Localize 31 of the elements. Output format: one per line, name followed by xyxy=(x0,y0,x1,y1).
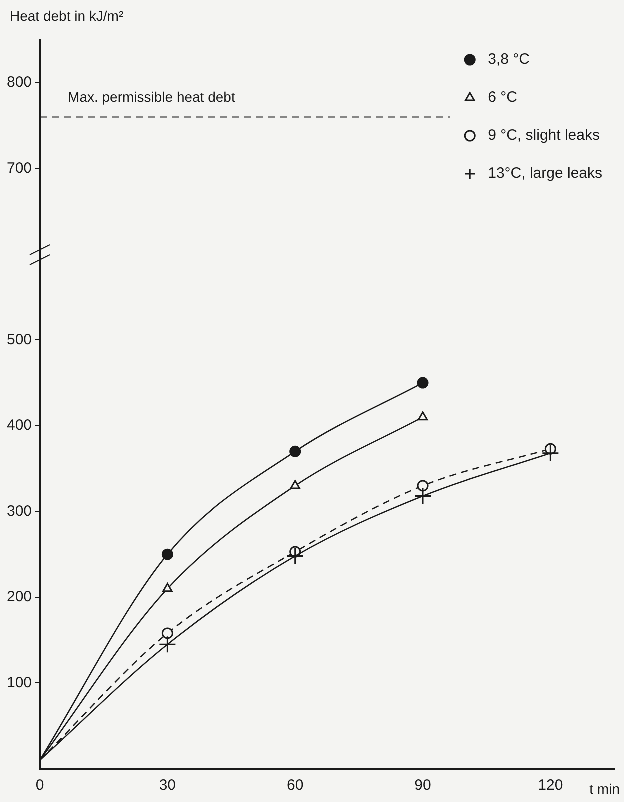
legend-label: 13°C, large leaks xyxy=(488,165,602,182)
legend-label: 3,8 °C xyxy=(488,51,530,68)
x-tick-label: 30 xyxy=(159,777,176,794)
point xyxy=(417,377,429,389)
y-tick-label: 800 xyxy=(6,74,32,92)
point xyxy=(286,548,304,566)
point xyxy=(162,548,174,560)
y-tick-label: 400 xyxy=(6,417,32,434)
point xyxy=(290,446,302,458)
x-axis-title: t min xyxy=(590,780,620,797)
y-tick-label: 300 xyxy=(6,502,32,520)
x-tick-label: 90 xyxy=(414,777,432,794)
y-tick-label: 100 xyxy=(6,674,32,692)
point xyxy=(417,480,429,492)
x-tick-label: 0 xyxy=(36,777,44,794)
ref-line-label: Max. permissible heat debt xyxy=(68,89,236,106)
x-tick-label: 60 xyxy=(287,777,304,794)
y-tick-label: 500 xyxy=(6,331,32,348)
point xyxy=(162,583,173,592)
legend-label: 9 °C, slight leaks xyxy=(488,127,600,144)
y-axis-title: Heat debt in kJ/m² xyxy=(10,8,124,24)
y-tick-label: 200 xyxy=(6,588,32,606)
point xyxy=(542,444,560,462)
x-tick-label: 120 xyxy=(538,777,564,794)
point xyxy=(162,628,174,640)
point xyxy=(158,636,176,654)
point xyxy=(414,488,432,506)
legend-label: 6 °C xyxy=(488,89,518,106)
point xyxy=(290,480,300,490)
point xyxy=(418,412,428,421)
y-tick-label: 700 xyxy=(6,160,32,177)
